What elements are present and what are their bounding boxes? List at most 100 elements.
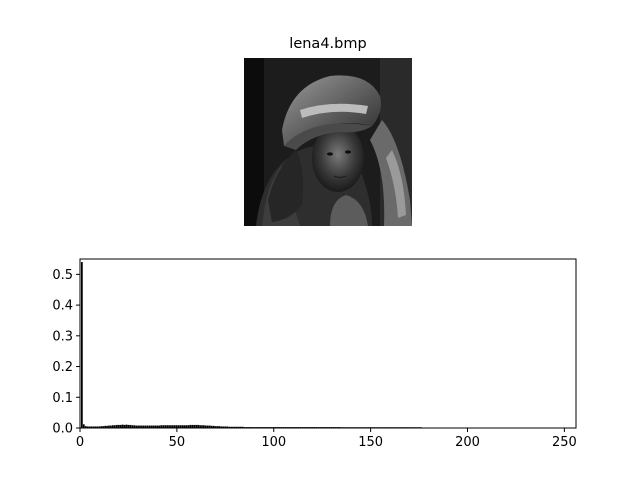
- histogram-bar: [170, 425, 172, 428]
- histogram-bar: [379, 427, 382, 428]
- histogram-bar: [152, 425, 155, 428]
- histogram-bar: [303, 427, 306, 428]
- histogram-bar: [123, 424, 126, 428]
- histogram-bar: [317, 427, 320, 428]
- histogram-bar: [177, 425, 180, 428]
- histogram-bar: [373, 427, 376, 428]
- histogram-bar: [166, 425, 168, 428]
- histogram-bar: [336, 427, 339, 428]
- histogram-bar: [301, 427, 304, 428]
- histogram-bar: [208, 425, 211, 428]
- x-tick-label: 150: [358, 435, 383, 450]
- histogram-bar: [113, 425, 116, 428]
- histogram-bar: [181, 425, 184, 428]
- histogram-bar: [98, 426, 101, 428]
- histogram-bar: [414, 427, 416, 428]
- histogram-bar: [201, 425, 203, 428]
- histogram-bar: [334, 427, 337, 428]
- histogram-bar: [146, 425, 149, 428]
- histogram-bar: [222, 426, 225, 428]
- histogram-bar: [249, 427, 252, 428]
- histogram-bar: [268, 427, 271, 428]
- histogram-bar: [179, 425, 182, 428]
- histogram-bar: [342, 427, 345, 428]
- histogram-bar: [356, 427, 358, 428]
- histogram-bar: [332, 427, 335, 428]
- y-tick-label: 0.0: [52, 422, 73, 437]
- histogram-bar: [267, 427, 269, 428]
- histogram-bar: [154, 425, 157, 428]
- histogram-bar: [144, 425, 147, 428]
- histogram-bar: [416, 427, 418, 428]
- histogram-bar: [387, 427, 389, 428]
- histogram-bar: [272, 427, 275, 428]
- histogram-bar: [348, 427, 351, 428]
- histogram-bar: [175, 425, 178, 428]
- histogram-bar: [276, 427, 279, 428]
- histogram-bar: [195, 424, 198, 428]
- histogram-bar: [243, 427, 246, 428]
- histogram-bar: [239, 426, 242, 428]
- histogram-bar: [290, 427, 292, 428]
- histogram-bar: [265, 427, 267, 428]
- histogram-bar: [102, 426, 105, 428]
- histogram-bar: [261, 427, 263, 428]
- histogram-bar: [168, 425, 170, 428]
- y-tick-label: 0.5: [52, 268, 73, 283]
- histogram-bar: [81, 262, 83, 428]
- histogram-bar: [330, 427, 333, 428]
- histogram-bar: [205, 425, 207, 428]
- histogram-bar: [100, 426, 103, 428]
- y-tick-label: 0.2: [52, 360, 73, 375]
- x-axis-ticks: 0 50 100 150 200 250: [76, 428, 577, 450]
- histogram-bar: [245, 427, 248, 428]
- histogram-bar: [278, 427, 281, 428]
- histogram-bar: [338, 427, 341, 428]
- histogram-bar: [340, 427, 343, 428]
- histogram-bar: [259, 427, 261, 428]
- histogram-bar: [385, 427, 387, 428]
- histogram-bar: [323, 427, 325, 428]
- lena-image: [244, 58, 412, 226]
- histogram-bar: [216, 426, 219, 428]
- histogram-bar: [253, 427, 256, 428]
- histogram-bar: [234, 426, 236, 428]
- histogram-bar: [94, 426, 97, 428]
- histogram-bar: [135, 425, 137, 428]
- histogram-bar: [305, 427, 308, 428]
- histogram-bar: [86, 426, 89, 428]
- histogram-bar: [391, 427, 393, 428]
- x-tick-label: 50: [169, 435, 186, 450]
- histogram-bar: [344, 427, 347, 428]
- histogram-bar: [383, 427, 385, 428]
- histogram-bar: [369, 427, 372, 428]
- histogram-bar: [321, 427, 323, 428]
- histogram-bar: [327, 427, 329, 428]
- x-tick-label: 200: [455, 435, 480, 450]
- histogram-bars: [81, 262, 422, 428]
- histogram-bar: [187, 425, 190, 428]
- histogram-bar: [307, 427, 310, 428]
- x-tick-label: 100: [261, 435, 286, 450]
- histogram-bar: [396, 427, 399, 428]
- histogram-bar: [236, 426, 238, 428]
- histogram-bar: [251, 427, 254, 428]
- histogram-bar: [162, 425, 165, 428]
- histogram-bar: [228, 426, 230, 428]
- histogram-bar: [420, 427, 422, 428]
- histogram-bar: [375, 427, 378, 428]
- histogram-bar: [389, 427, 391, 428]
- histogram-bar: [410, 427, 413, 428]
- histogram-bar: [354, 427, 356, 428]
- histogram-bar: [241, 426, 244, 428]
- histogram-bar: [284, 427, 287, 428]
- histogram-bar: [404, 427, 407, 428]
- histogram-bar: [137, 425, 139, 428]
- histogram-bar: [156, 425, 159, 428]
- histogram-bar: [210, 425, 213, 428]
- histogram-bar: [226, 426, 229, 428]
- histogram-bar: [150, 425, 153, 428]
- histogram-bar: [183, 425, 186, 428]
- histogram-bar: [174, 425, 176, 428]
- histogram-bar: [270, 427, 273, 428]
